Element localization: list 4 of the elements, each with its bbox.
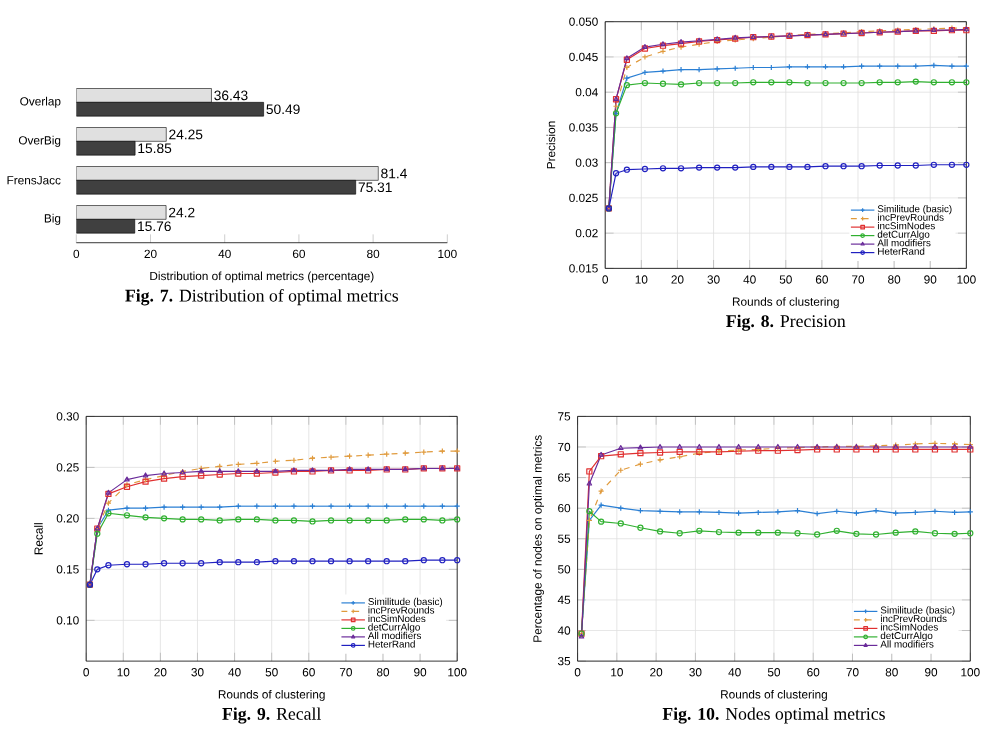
text: Fig. 7. Distribution of optimal metrics (125, 289, 399, 306)
text: Fig. 10. Nodes optimal metrics (662, 707, 885, 724)
text: Fig. 9. Recall (222, 707, 321, 724)
text: Fig. 8. Precision (726, 314, 846, 331)
